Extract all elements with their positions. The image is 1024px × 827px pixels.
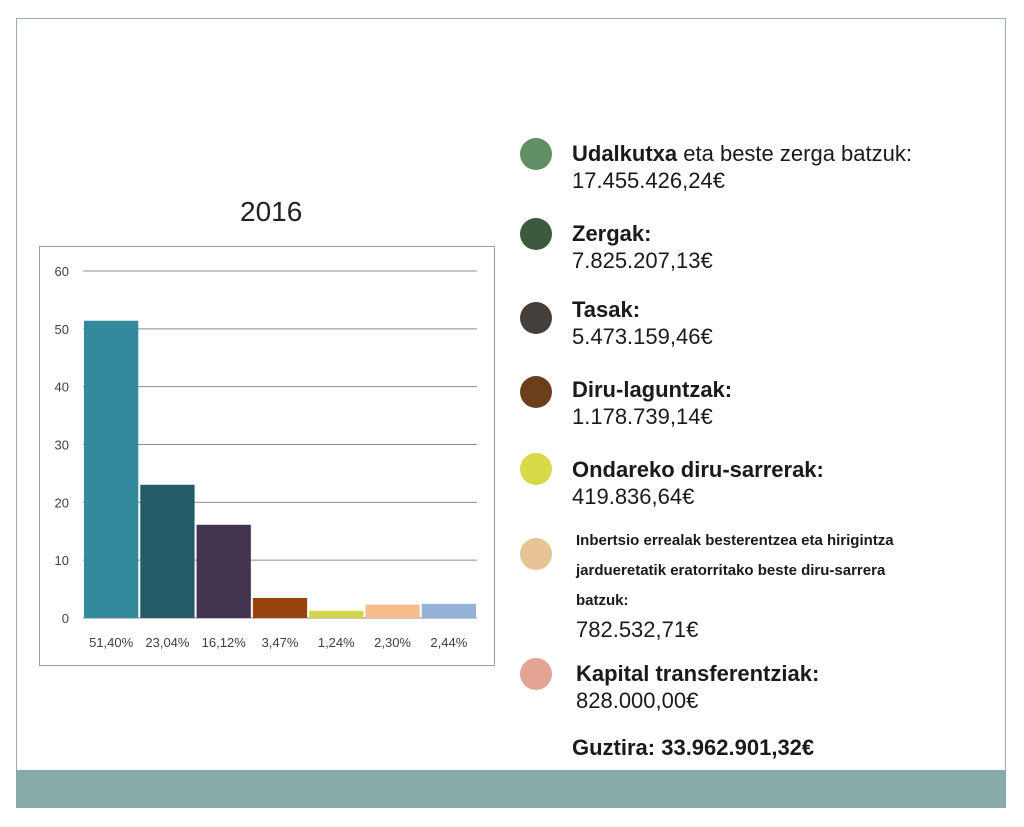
legend-dot-icon xyxy=(520,218,552,250)
legend-amount: 828.000,00€ xyxy=(576,688,699,713)
total-label: Guztira: 33.962.901,32€ xyxy=(572,735,815,760)
chart-title: 2016 xyxy=(240,196,303,227)
y-tick-label: 50 xyxy=(55,322,69,337)
legend-label-line: Inbertsio errealak besterentzea eta hiri… xyxy=(576,532,894,549)
legend-label-bold: Diru-laguntzak: xyxy=(572,377,733,402)
x-tick-label: 3,47% xyxy=(262,635,299,650)
bar xyxy=(252,597,308,618)
bar xyxy=(140,484,195,618)
bar xyxy=(84,320,139,618)
legend-amount: 7.825.207,13€ xyxy=(572,248,713,273)
legend-dot-icon xyxy=(520,538,552,570)
legend-amount: 1.178.739,14€ xyxy=(572,404,713,429)
chart-frame: 0 10 20 30 40 50 60 51,40% 23,04% 16,12% 3,47% 1,24… xyxy=(39,246,495,666)
legend-amount: 5.473.159,46€ xyxy=(572,324,713,349)
bar xyxy=(421,603,476,618)
x-tick-label: 2,30% xyxy=(374,635,411,650)
x-tick-label: 2,44% xyxy=(430,635,467,650)
footer-bar xyxy=(16,770,1006,808)
legend-amount: 17.455.426,24€ xyxy=(572,168,725,193)
legend-label-bold: Tasak: xyxy=(572,297,641,322)
legend-label-bold: Zergak: xyxy=(572,221,652,246)
legend-label-bold: Udalkutxa xyxy=(572,141,678,166)
legend-label-normal: eta beste zerga batzuk: xyxy=(677,141,912,166)
legend-dot-icon xyxy=(520,376,552,408)
y-tick-label: 10 xyxy=(55,553,69,568)
bar xyxy=(309,610,364,618)
legend-amount: 419.836,64€ xyxy=(572,484,695,509)
legend-dot-icon xyxy=(520,138,552,170)
legend-label-line: batzuk: xyxy=(576,592,629,609)
x-tick-label: 16,12% xyxy=(202,635,247,650)
bar xyxy=(196,524,251,618)
legend-dot-icon xyxy=(520,302,552,334)
legend-dot-icon xyxy=(520,453,552,485)
x-tick-label: 51,40% xyxy=(89,635,134,650)
y-tick-label: 0 xyxy=(62,611,69,626)
legend-label-line: jardueretatik eratorritako beste diru-sa… xyxy=(576,562,886,579)
y-tick-label: 30 xyxy=(55,438,69,453)
legend-label-bold: Kapital transferentziak: xyxy=(576,661,820,686)
bar-chart: 0 10 20 30 40 50 60 51,40% 23,04% 16,12% 3,47% 1,24… xyxy=(55,264,477,650)
legend-dot-icon xyxy=(520,658,552,690)
legend-amount: 782.532,71€ xyxy=(576,617,699,642)
legend-label-bold: Ondareko diru-sarrerak: xyxy=(572,457,824,482)
bar xyxy=(365,604,420,618)
x-tick-label: 1,24% xyxy=(318,635,355,650)
y-tick-label: 40 xyxy=(55,380,69,395)
y-tick-label: 20 xyxy=(55,495,69,510)
x-tick-label: 23,04% xyxy=(145,635,190,650)
y-tick-label: 60 xyxy=(55,264,69,279)
